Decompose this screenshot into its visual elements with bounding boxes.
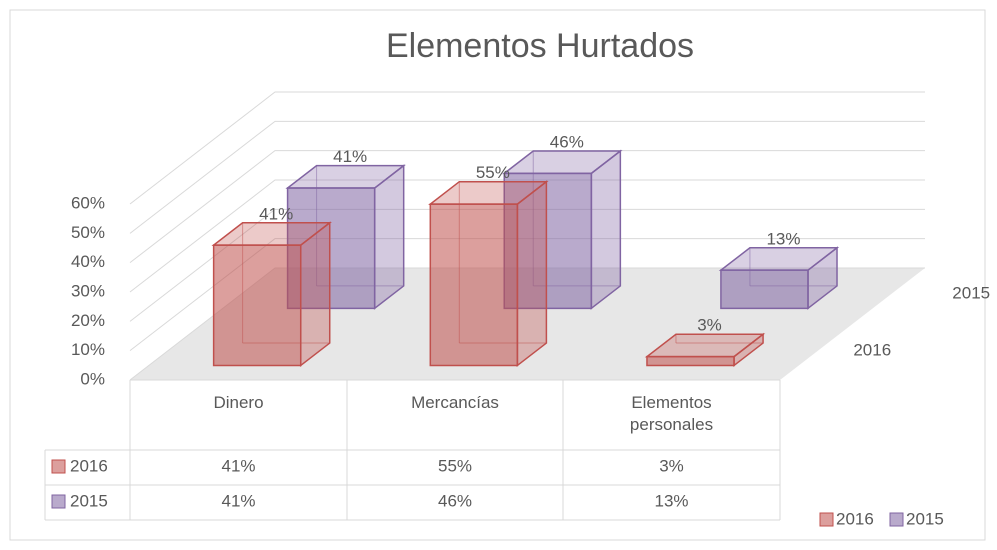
table-cell: 13%	[654, 491, 688, 510]
grid-line	[129, 208, 925, 322]
y-tick-label: 30%	[71, 281, 105, 300]
y-tick-label: 0%	[80, 369, 105, 388]
y-tick-label: 20%	[71, 311, 105, 330]
depth-label: 2015	[952, 284, 990, 303]
legend-key	[51, 459, 66, 474]
table-cell: 41%	[221, 491, 255, 510]
data-label: 3%	[697, 316, 722, 335]
y-tick-label: 50%	[71, 223, 105, 242]
category-label: Mercancías	[411, 393, 499, 412]
y-tick-label: 60%	[71, 193, 105, 212]
bar-front	[429, 203, 519, 367]
grid-line	[129, 120, 925, 234]
table-row-label: 2015	[70, 491, 108, 510]
grid-line	[129, 91, 925, 205]
data-label: 13%	[766, 229, 800, 248]
legend-label: 2015	[906, 509, 944, 528]
table-cell: 55%	[438, 456, 472, 475]
category-label: Dinero	[213, 393, 264, 412]
table-row-label: 2016	[70, 456, 108, 475]
legend-key	[889, 512, 904, 527]
legend-key	[51, 494, 66, 509]
data-label: 46%	[550, 132, 584, 151]
bar-front	[646, 355, 735, 367]
bar	[285, 164, 406, 310]
table-cell: 41%	[221, 456, 255, 475]
table-header-cell: Dinero	[213, 393, 264, 412]
bar-front	[720, 269, 809, 310]
bar-front	[212, 244, 302, 367]
grid-line	[129, 238, 925, 352]
table-cell: 46%	[438, 491, 472, 510]
data-label: 41%	[259, 204, 293, 223]
table-cell: 3%	[659, 456, 684, 475]
bar	[502, 149, 623, 310]
depth-label: 2016	[853, 341, 891, 360]
bar	[428, 180, 549, 367]
bar	[644, 332, 766, 367]
bar	[718, 246, 840, 310]
category-label: Elementos personales	[629, 393, 714, 434]
data-label: 55%	[476, 163, 510, 182]
bar-side	[516, 180, 548, 367]
table-header-cell: Mercancías	[411, 393, 499, 412]
legend-key	[819, 512, 834, 527]
bar-front	[286, 187, 376, 310]
y-tick-label: 10%	[71, 340, 105, 359]
bar-side	[373, 164, 405, 310]
bar-side	[299, 221, 331, 367]
y-tick-label: 40%	[71, 252, 105, 271]
chart-title: Elementos Hurtados	[386, 27, 694, 65]
bar-side	[590, 149, 622, 310]
bar	[211, 221, 332, 367]
table-header-cell: Elementos personales	[629, 393, 714, 434]
legend-label: 2016	[836, 509, 874, 528]
grid-line	[129, 150, 925, 264]
grid-line	[129, 179, 925, 293]
data-label: 41%	[333, 147, 367, 166]
